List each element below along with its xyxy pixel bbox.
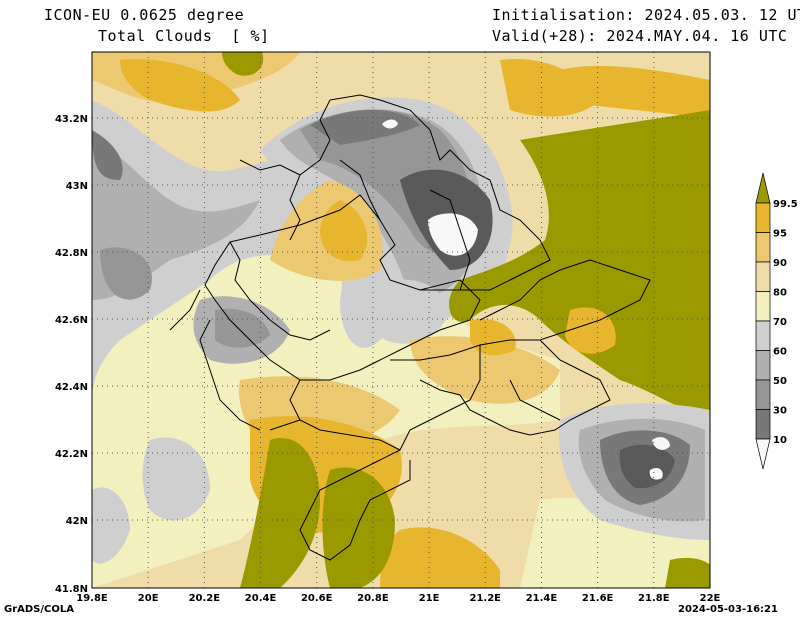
legend-level-label: 30 [773,406,787,417]
lon-tick-label: 22E [700,593,721,604]
lat-tick-label: 42.8N [55,248,88,259]
init-time: Initialisation: 2024.05.03. 12 UTC [492,6,800,24]
variable-title: Total Clouds [ %] [98,27,270,45]
footer-credit: GrADS/COLA [4,604,74,615]
legend-level-label: 95 [773,229,787,240]
lat-tick-label: 42.6N [55,315,88,326]
lat-tick-label: 43N [66,181,88,192]
legend-swatch [755,232,771,263]
legend-level-label: 10 [773,435,787,446]
legend-level-label: 70 [773,317,787,328]
legend-arrow-top [755,172,771,204]
legend-level-label: 80 [773,288,787,299]
legend-swatch [755,379,771,410]
lon-labels: 19.8E 20E 20.2E 20.4E 20.6E 20.8E 21E 21.2E 21.4… [76,593,720,604]
legend-swatch [755,350,771,381]
legend-level-label: 99.5 [773,199,798,210]
map-frame [91,51,711,589]
legend-swatch [755,261,771,292]
legend-arrow-bottom [755,438,771,470]
graticule [92,52,710,588]
lon-tick-label: 20.2E [189,593,221,604]
lat-tick-label: 41.8N [55,584,88,595]
legend-swatch [755,202,771,233]
legend-level-label: 60 [773,347,787,358]
cloud-field [92,52,710,588]
footer-timestamp: 2024-05-03-16:21 [678,604,778,615]
legend-swatch [755,409,771,440]
color-legend: 99.5 95 90 80 70 60 50 30 10 [755,172,798,470]
lon-tick-label: 20.6E [301,593,333,604]
lon-tick-label: 21E [419,593,440,604]
lon-tick-label: 20.8E [357,593,389,604]
legend-level-label: 90 [773,258,787,269]
lat-tick-label: 42.2N [55,449,88,460]
lon-tick-label: 20E [138,593,159,604]
lat-tick-label: 42.4N [55,382,88,393]
model-title: ICON-EU 0.0625 degree [44,6,245,24]
lon-tick-label: 21.2E [470,593,502,604]
admin-borders [169,94,651,561]
lon-tick-label: 21.4E [526,593,558,604]
lat-labels: 43.2N 43N 42.8N 42.6N 42.4N 42.2N 42N 41.8N [55,114,88,595]
lon-tick-label: 19.8E [76,593,108,604]
lon-tick-label: 21.6E [582,593,614,604]
lon-tick-label: 20.4E [245,593,277,604]
legend-swatch [755,320,771,351]
lon-tick-label: 21.8E [638,593,670,604]
lat-tick-label: 42N [66,516,88,527]
lat-tick-label: 43.2N [55,114,88,125]
valid-time: Valid(+28): 2024.MAY.04. 16 UTC [492,27,788,45]
legend-level-label: 50 [773,376,787,387]
legend-swatch [755,291,771,322]
